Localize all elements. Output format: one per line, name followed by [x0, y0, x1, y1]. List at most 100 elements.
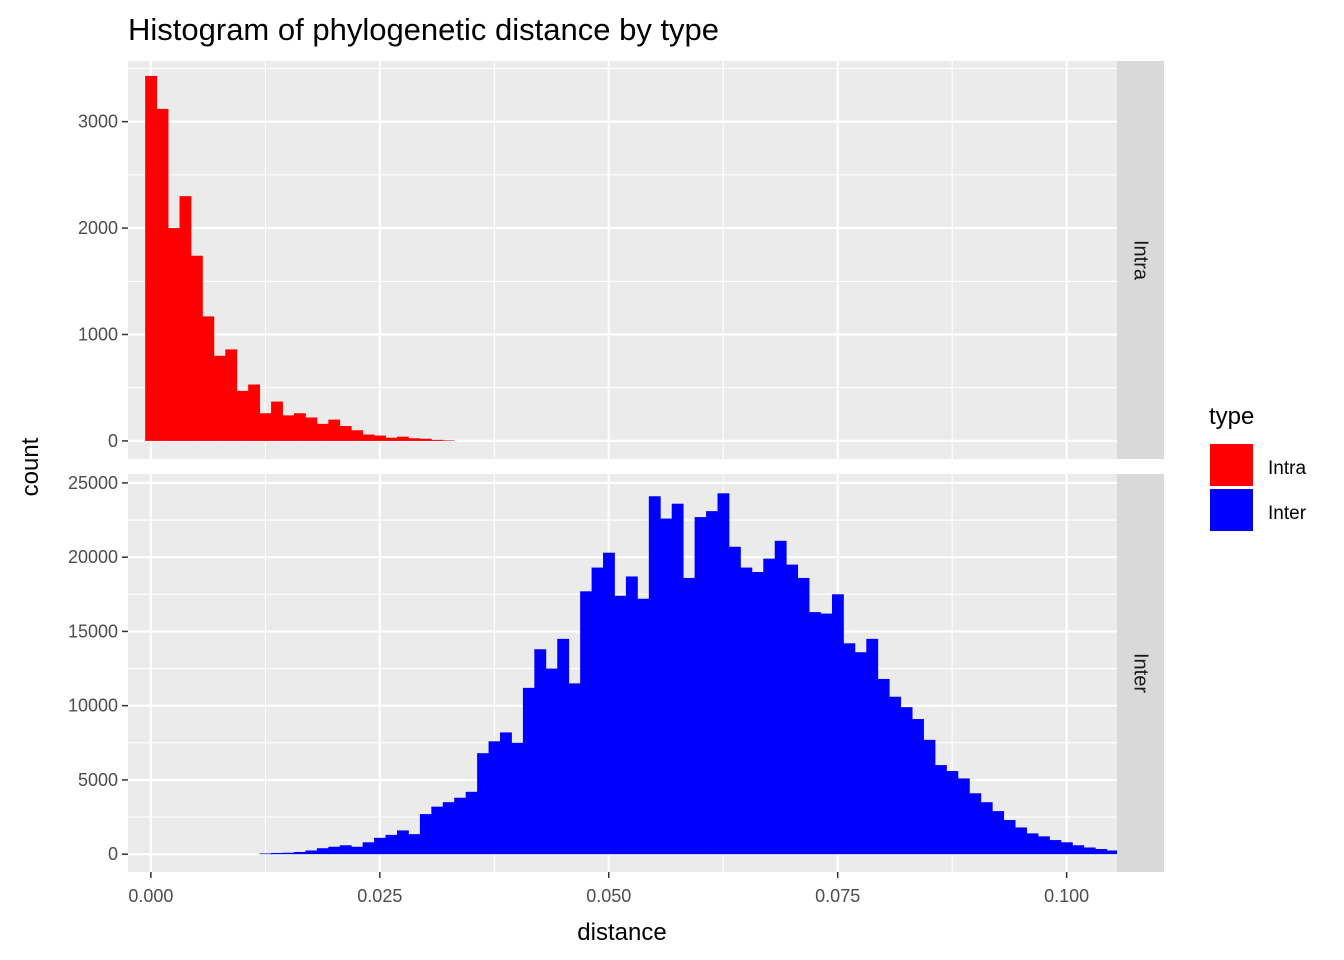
histogram-bar — [1106, 850, 1119, 855]
histogram-bar — [625, 576, 638, 855]
legend-key-intra — [1210, 444, 1253, 486]
histogram-bar — [225, 349, 238, 441]
histogram-bar — [351, 430, 364, 441]
x-axis: 0.000 0.025 0.050 0.075 0.100 — [128, 872, 1089, 906]
histogram-bar — [774, 540, 787, 855]
strip-inter-label: Inter — [1130, 653, 1152, 693]
histogram-bar — [396, 830, 409, 855]
histogram-bar — [179, 196, 192, 441]
histogram-bar — [374, 837, 386, 855]
y-tick-label: 1000 — [78, 324, 118, 344]
x-tick-label: 0.075 — [815, 886, 860, 906]
histogram-bar — [1015, 827, 1027, 855]
legend-key-inter — [1210, 489, 1253, 531]
y-tick-label: 25000 — [68, 473, 118, 493]
histogram-bar — [454, 797, 467, 855]
histogram-bar — [248, 384, 261, 441]
histogram-bar — [1049, 840, 1062, 855]
histogram-bar — [442, 802, 455, 855]
x-axis-title: distance — [577, 919, 666, 946]
histogram-bar — [694, 517, 707, 855]
histogram-bar — [969, 793, 982, 855]
panel-intra-y-axis: 0 1000 2000 3000 — [78, 112, 128, 451]
histogram-bar — [1003, 820, 1016, 855]
histogram-bar — [809, 612, 821, 855]
histogram-bar — [866, 638, 879, 855]
histogram-bar — [522, 687, 535, 855]
histogram-bar — [374, 435, 386, 441]
panel-inter-bars — [259, 493, 1119, 855]
histogram-bar — [500, 732, 512, 855]
histogram-bar — [202, 316, 215, 441]
panel-intra-bars — [145, 75, 455, 441]
histogram-bar — [396, 436, 409, 441]
histogram-bar — [190, 255, 203, 441]
histogram-bar — [213, 355, 226, 441]
histogram-bar — [408, 438, 421, 441]
histogram-bar — [614, 595, 627, 855]
histogram-bar — [568, 683, 581, 855]
histogram-bar — [385, 834, 398, 855]
histogram-bar — [282, 852, 295, 855]
panel-inter-y-axis: 0 5000 10000 15000 20000 25000 — [68, 473, 128, 864]
histogram-bar — [385, 437, 398, 441]
histogram-bar — [660, 518, 673, 855]
histogram-bar — [923, 739, 936, 855]
histogram-bar — [316, 423, 329, 441]
histogram-bar — [156, 108, 169, 441]
histogram-bar — [477, 753, 489, 855]
histogram-bar — [786, 564, 799, 855]
histogram-bar — [328, 846, 341, 855]
histogram-bar — [751, 572, 764, 855]
histogram-bar — [545, 668, 558, 855]
histogram-bar — [465, 791, 478, 855]
histogram-bar — [511, 742, 524, 855]
histogram-bar — [236, 390, 249, 441]
histogram-bar — [740, 567, 753, 855]
histogram-bar — [934, 765, 947, 855]
x-tick-label: 0.050 — [586, 886, 631, 906]
y-tick-label: 20000 — [68, 547, 118, 567]
histogram-bar — [1095, 848, 1108, 855]
y-tick-label: 5000 — [78, 770, 118, 790]
histogram-bar — [637, 598, 650, 855]
y-tick-label: 15000 — [68, 621, 118, 641]
x-tick-label: 0.000 — [128, 886, 173, 906]
histogram-bar — [282, 415, 295, 441]
histogram-bar — [419, 438, 432, 441]
y-tick-label: 3000 — [78, 112, 118, 132]
histogram-bar — [419, 814, 432, 855]
histogram-bar — [763, 558, 776, 855]
histogram-bar — [843, 643, 856, 855]
histogram-bar — [591, 567, 604, 855]
strip-intra-background — [1117, 61, 1164, 459]
histogram-bar — [717, 493, 730, 855]
histogram-bar — [603, 552, 615, 855]
histogram-bar — [580, 591, 592, 855]
x-tick-label: 0.025 — [357, 886, 402, 906]
histogram-bar — [259, 413, 272, 441]
histogram-bar — [431, 439, 444, 441]
histogram-bar — [168, 228, 180, 441]
legend-label-inter: Inter — [1268, 503, 1307, 524]
histogram-bar — [259, 853, 272, 855]
histogram-bar — [946, 771, 959, 855]
histogram-bar — [305, 417, 318, 441]
histogram-bar — [671, 503, 684, 855]
histogram-bar — [293, 851, 306, 855]
histogram-bar — [820, 613, 833, 855]
histogram-bar — [648, 496, 661, 855]
histogram-bar — [980, 802, 993, 855]
y-axis-title: count — [17, 437, 44, 496]
histogram-bar — [305, 850, 318, 855]
y-tick-label: 0 — [108, 844, 118, 864]
histogram-bar — [683, 577, 696, 855]
histogram-bar — [362, 434, 375, 441]
histogram-bar — [145, 75, 158, 441]
histogram-bar — [557, 638, 570, 855]
histogram-bar — [1026, 833, 1039, 855]
strip-inter-background — [1117, 474, 1164, 872]
y-tick-label: 2000 — [78, 218, 118, 238]
histogram-bar — [831, 594, 844, 855]
